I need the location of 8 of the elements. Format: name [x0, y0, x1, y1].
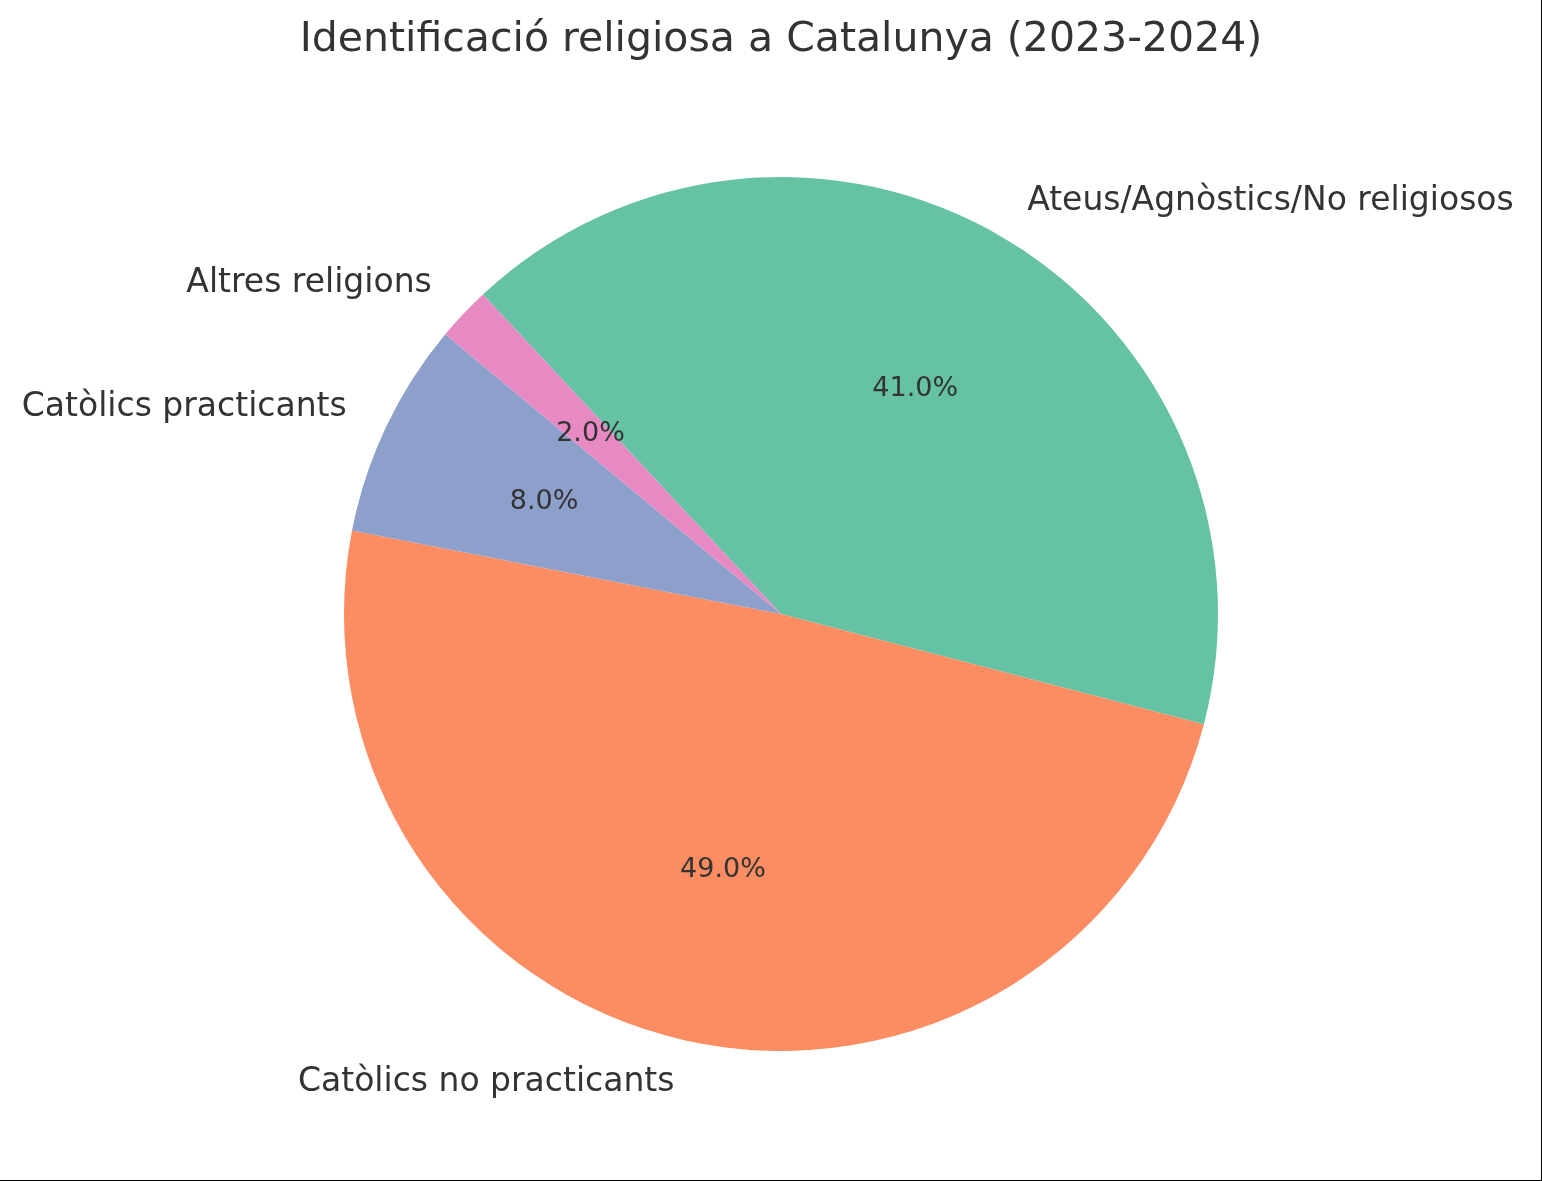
slice-label: Altres religions [186, 261, 432, 301]
data-label: 8.0% [509, 483, 579, 515]
data-label: 41.0% [872, 370, 959, 402]
slice-label: Catòlics no practicants [297, 1060, 675, 1100]
slice-label: Ateus/Agnòstics/No religiosos [1027, 178, 1514, 218]
chart-title: Identificació religiosa a Catalunya (2023-2024) [299, 12, 1263, 61]
slice-label: Catòlics practicants [21, 385, 347, 425]
data-label: 49.0% [680, 851, 766, 883]
